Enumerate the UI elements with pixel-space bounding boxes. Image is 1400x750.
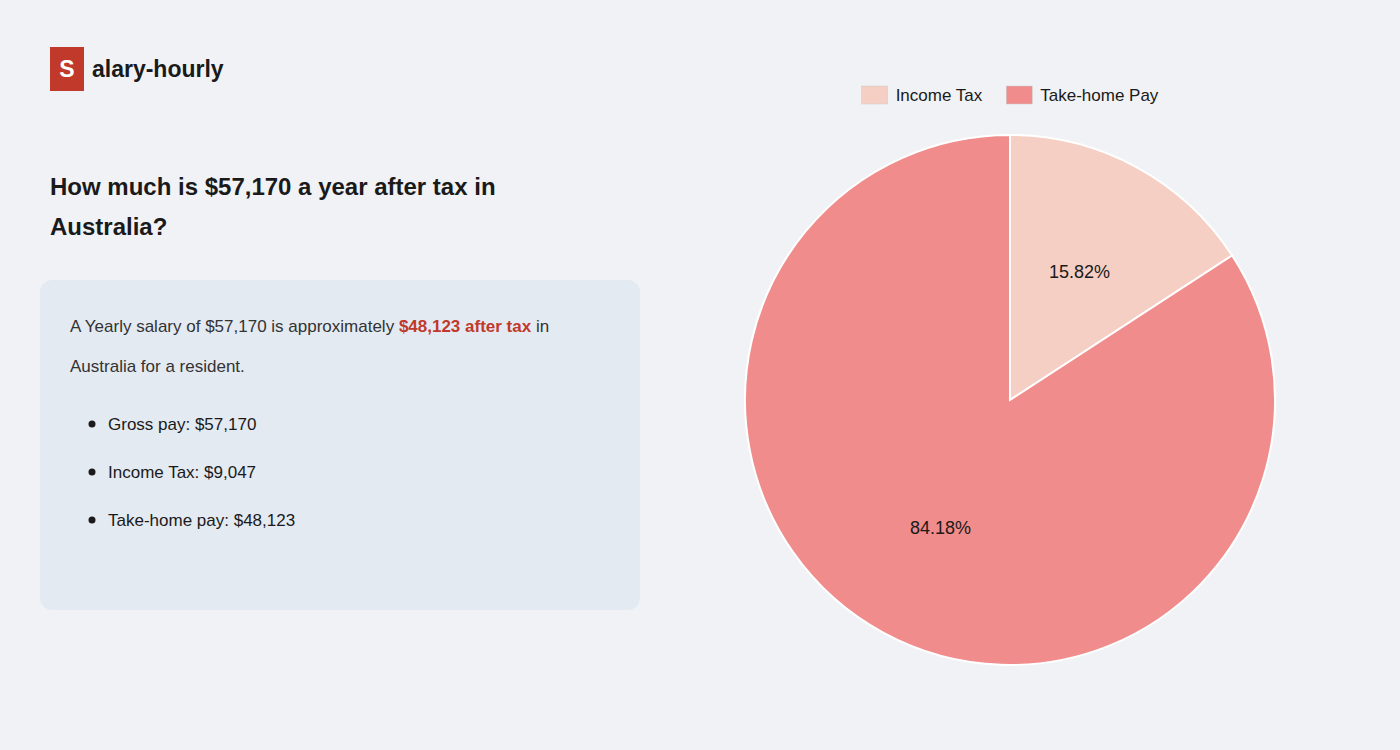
bullet-text: Take-home pay: $48,123 bbox=[108, 511, 295, 530]
paragraph-part: in bbox=[531, 317, 549, 336]
paragraph-part: $48,123 after tax bbox=[399, 317, 532, 336]
legend-label: Take-home Pay bbox=[1040, 86, 1159, 105]
data-label: 15.82% bbox=[1049, 262, 1110, 282]
pie bbox=[745, 135, 1275, 665]
paragraph-line: Australia for a resident. bbox=[70, 357, 245, 376]
logo-box bbox=[50, 47, 84, 91]
info-box bbox=[40, 280, 640, 610]
legend: Income Tax Take-home Pay bbox=[862, 86, 1159, 105]
logo-letter: S bbox=[59, 56, 74, 82]
legend-swatch bbox=[1006, 86, 1032, 104]
chart: Salary-hourly How much is $57,170 a year … bbox=[0, 0, 1400, 750]
bullet bbox=[89, 517, 96, 524]
pie-slice bbox=[745, 135, 1275, 665]
bullet-text: Gross pay: $57,170 bbox=[108, 415, 256, 434]
background bbox=[0, 0, 1400, 750]
bullet bbox=[89, 469, 96, 476]
title-line: How much is $57,170 a year after tax in bbox=[50, 173, 496, 200]
paragraph-line: A Yearly salary of $57,170 is approximat… bbox=[70, 317, 549, 336]
legend-swatch bbox=[862, 86, 888, 104]
legend-label: Income Tax bbox=[896, 86, 983, 105]
bullet bbox=[89, 421, 96, 428]
title-line: Australia? bbox=[50, 213, 167, 240]
paragraph-part: A Yearly salary of $57,170 is approximat… bbox=[70, 317, 399, 336]
title: How much is $57,170 a year after tax in A… bbox=[50, 173, 496, 240]
bullet-text: Income Tax: $9,047 bbox=[108, 463, 256, 482]
data-label: 84.18% bbox=[910, 518, 971, 538]
logo-text: alary-hourly bbox=[92, 56, 224, 82]
